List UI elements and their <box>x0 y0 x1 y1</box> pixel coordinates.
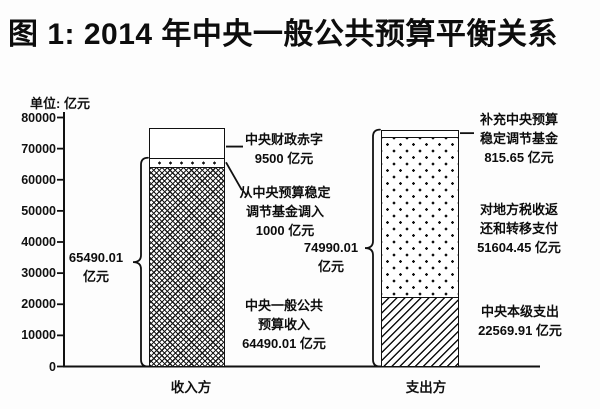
label-supplement-stabilization-fund: 补充中央预算 稳定调节基金 815.65 亿元 <box>479 112 558 166</box>
y-tick-label: 10000 <box>21 328 56 343</box>
axis-lines <box>57 112 540 368</box>
brace-shapes <box>132 128 381 368</box>
figure-title: 图 1: 2014 年中央一般公共预算平衡关系 <box>8 18 558 51</box>
y-tick-label: 30000 <box>21 266 56 281</box>
bar-segment-diagonal-hatch <box>381 297 459 368</box>
total-brace <box>364 128 381 368</box>
y-tick-label: 60000 <box>21 172 56 187</box>
axis-unit-label: 单位: 亿元 <box>30 96 90 111</box>
total-brace <box>132 156 149 368</box>
y-tick-label: 20000 <box>21 297 56 312</box>
connector-lines <box>225 132 474 191</box>
bar-segment-cross-hatch <box>149 166 225 368</box>
label-central-level-expenditure: 中央本级支出 22569.91 亿元 <box>478 304 562 339</box>
label-transfer-from-stabilization-fund: 从中央预算稳定 调节基金调入 1000 亿元 <box>239 185 331 239</box>
bar-segment-plain <box>381 129 459 137</box>
y-tick-label: 40000 <box>21 235 56 249</box>
label-central-fiscal-deficit: 中央财政赤字 9500 亿元 <box>244 132 323 167</box>
bar-segment-polka-dots <box>381 136 459 298</box>
y-tick-label: 80000 <box>21 110 56 125</box>
y-tick-label: 0 <box>49 359 56 374</box>
bar-segment-dot-row <box>149 157 225 167</box>
x-category-income: 收入方 <box>170 380 212 395</box>
x-category-expenditure: 支出方 <box>405 380 447 395</box>
bar-segment-plain <box>149 128 225 158</box>
y-tick-label: 70000 <box>21 141 56 156</box>
label-central-general-budget-revenue: 中央一般公共 预算收入 64490.01 亿元 <box>242 298 326 352</box>
y-tick-label: 50000 <box>21 203 56 218</box>
label-income-total-brace: 65490.01 亿元 <box>68 250 124 285</box>
label-tax-rebate-transfer-payment: 对地方税收返 还和转移支付 51604.45 亿元 <box>477 202 561 256</box>
label-expenditure-total-brace: 74990.01 亿元 <box>303 240 359 275</box>
